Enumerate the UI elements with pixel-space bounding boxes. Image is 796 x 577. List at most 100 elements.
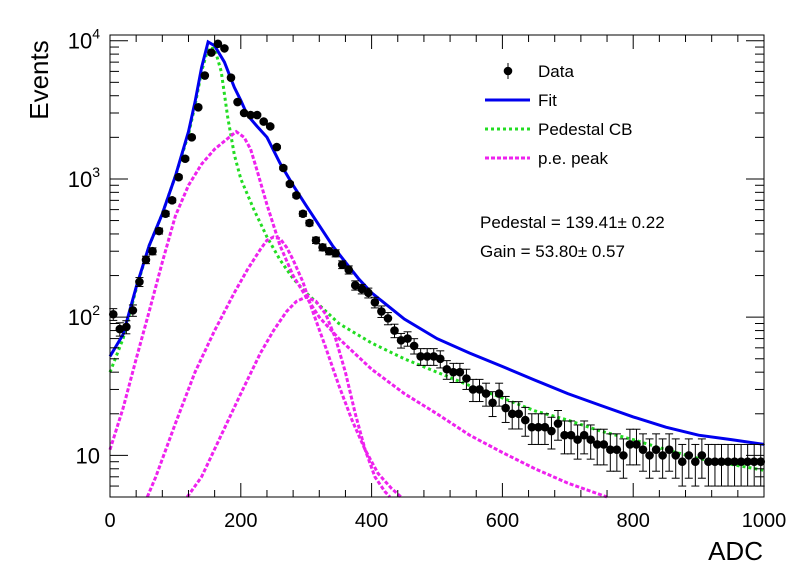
legend-label: Data (538, 62, 574, 81)
y-tick-label: 104 (68, 26, 100, 54)
data-marker (573, 435, 582, 444)
data-point (717, 443, 726, 487)
data-point (494, 382, 504, 407)
data-point (305, 218, 314, 228)
data-marker (383, 314, 393, 323)
data-point (246, 110, 255, 120)
data-marker (736, 457, 746, 467)
data-marker (148, 246, 157, 256)
data-marker (449, 367, 458, 377)
data-point (383, 312, 393, 326)
data-marker (396, 336, 406, 345)
data-point (514, 401, 524, 430)
data-marker (645, 451, 654, 460)
data-marker (455, 367, 465, 377)
data-point (122, 320, 131, 335)
plot-frame (109, 34, 765, 498)
data-marker (279, 163, 288, 173)
data-point (455, 362, 465, 384)
data-marker (337, 260, 347, 269)
data-marker (370, 298, 380, 307)
data-marker (730, 457, 739, 467)
data-point (586, 424, 595, 460)
data-marker (429, 352, 439, 361)
data-marker (377, 307, 386, 316)
data-marker (664, 445, 674, 454)
data-marker (115, 324, 125, 334)
data-marker (193, 102, 203, 112)
legend-marker (503, 66, 513, 76)
y-axis: 10 102 103 104 (68, 26, 764, 498)
x-tick-label: 200 (224, 510, 257, 532)
data-marker (213, 39, 223, 49)
data-point (645, 438, 654, 479)
data-marker (527, 422, 537, 432)
data-marker (658, 451, 667, 460)
data-point (449, 362, 458, 384)
x-axis: 0 200 400 600 800 1000 (104, 35, 786, 532)
data-point (279, 163, 288, 173)
data-point (193, 102, 203, 112)
data-marker (128, 306, 138, 315)
series-p-e-peak-curve (185, 295, 392, 499)
data-point (520, 406, 530, 437)
data-point (318, 243, 327, 252)
data-marker (606, 445, 615, 454)
legend-label: p.e. peak (538, 149, 608, 168)
data-point (200, 71, 210, 80)
data-marker (520, 415, 530, 425)
data-point (723, 443, 733, 487)
data-point (377, 305, 386, 318)
data-point (566, 420, 576, 455)
data-marker (141, 255, 151, 265)
data-point (579, 420, 589, 455)
data-marker (174, 172, 183, 182)
data-point (311, 235, 321, 245)
data-point (553, 410, 563, 441)
data-marker (233, 97, 242, 107)
data-marker (390, 326, 399, 335)
data-point (540, 413, 550, 445)
x-tick-label: 1000 (742, 510, 787, 532)
data-point (161, 209, 170, 219)
data-marker (416, 352, 425, 361)
data-marker (259, 117, 268, 126)
data-marker (592, 440, 602, 449)
data-point (135, 277, 144, 288)
data-marker (122, 322, 131, 332)
data-point (481, 382, 491, 407)
data-marker (207, 48, 216, 57)
data-point (638, 433, 648, 472)
data-point (252, 110, 262, 120)
data-marker (514, 409, 524, 419)
data-point (619, 438, 628, 479)
data-point (220, 44, 229, 53)
data-marker (135, 277, 144, 287)
data-marker (226, 73, 236, 83)
data-point (207, 48, 216, 57)
data-point (442, 360, 452, 380)
data-point (560, 420, 569, 455)
x-tick-label: 400 (355, 510, 388, 532)
data-marker (677, 457, 687, 467)
data-marker (671, 451, 681, 460)
data-point (390, 323, 399, 339)
legend-item-fit: Fit (485, 91, 557, 110)
data-point (547, 416, 556, 450)
data-marker (403, 334, 412, 343)
data-marker (187, 133, 197, 142)
data-point (226, 73, 236, 83)
y-tick-label: 102 (68, 302, 100, 330)
legend-item-pedestal-cb: Pedestal CB (485, 120, 633, 139)
data-marker (507, 409, 517, 419)
data-marker (632, 440, 641, 449)
data-marker (560, 430, 569, 440)
data-point (259, 117, 268, 126)
data-point (488, 391, 497, 418)
data-marker (350, 281, 360, 290)
gain-annotation: Gain = 53.80± 0.57 (480, 242, 625, 261)
y-tick-label: 10 (76, 443, 100, 468)
data-point (632, 428, 641, 466)
data-marker (246, 110, 255, 120)
